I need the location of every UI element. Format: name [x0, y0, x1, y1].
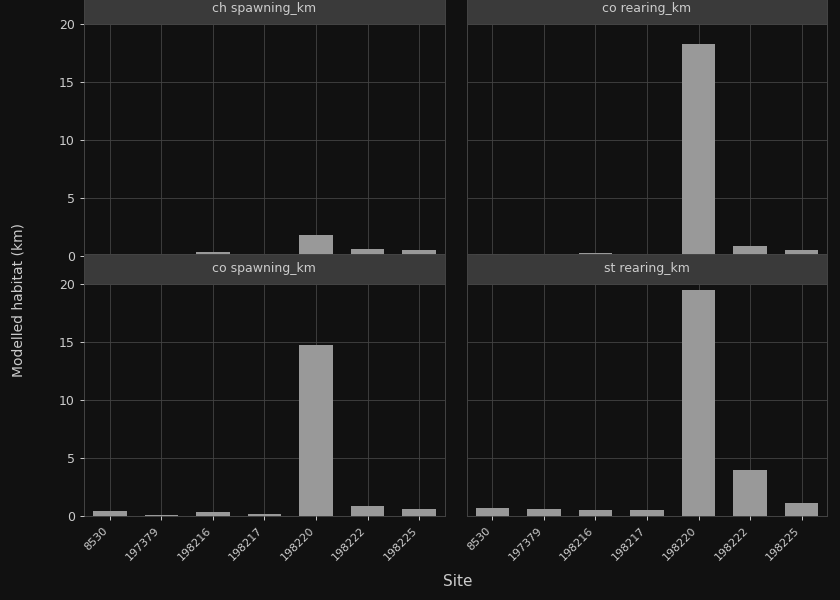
- Bar: [248, 255, 281, 256]
- Text: co rearing_km: co rearing_km: [602, 2, 691, 16]
- Bar: [475, 508, 509, 516]
- Bar: [733, 245, 767, 256]
- Bar: [579, 509, 612, 516]
- Bar: [196, 512, 229, 516]
- Bar: [475, 254, 509, 256]
- Bar: [93, 511, 127, 516]
- Bar: [84, 254, 445, 284]
- Bar: [630, 509, 664, 516]
- Text: co spawning_km: co spawning_km: [213, 262, 317, 275]
- Bar: [299, 346, 333, 516]
- Bar: [785, 250, 818, 256]
- Text: ch spawning_km: ch spawning_km: [213, 2, 317, 16]
- Bar: [196, 252, 229, 256]
- Bar: [466, 0, 827, 24]
- Bar: [84, 0, 445, 24]
- Bar: [682, 290, 716, 516]
- Text: Modelled habitat (km): Modelled habitat (km): [12, 223, 25, 377]
- Bar: [682, 44, 716, 256]
- Bar: [248, 514, 281, 516]
- Bar: [630, 255, 664, 256]
- Bar: [402, 250, 436, 256]
- Bar: [579, 253, 612, 256]
- Bar: [733, 470, 767, 516]
- Bar: [299, 235, 333, 256]
- Bar: [785, 503, 818, 516]
- Bar: [351, 249, 384, 256]
- Bar: [528, 509, 560, 516]
- Text: Site: Site: [443, 575, 473, 589]
- Bar: [351, 506, 384, 516]
- Text: st rearing_km: st rearing_km: [604, 262, 690, 275]
- Bar: [466, 254, 827, 284]
- Bar: [402, 509, 436, 516]
